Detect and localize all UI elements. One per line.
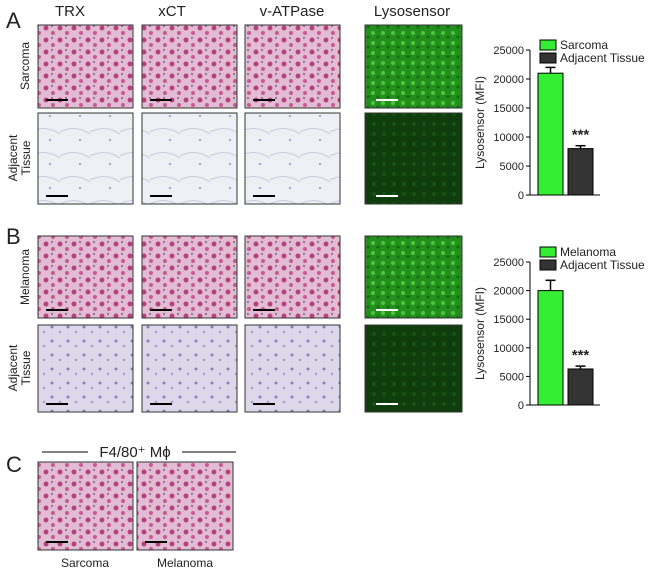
y-tick-label: 0 <box>518 400 524 412</box>
annotation: *** <box>572 127 590 144</box>
row-label: Sarcoma <box>18 42 32 90</box>
panel-label: A <box>6 8 21 33</box>
y-tick-label: 25000 <box>493 45 524 57</box>
annotation: *** <box>572 347 590 364</box>
legend-label: Adjacent Tissue <box>560 51 645 65</box>
panel-label: C <box>6 452 22 477</box>
y-tick-label: 15000 <box>493 314 524 326</box>
micrographs <box>37 24 463 551</box>
row-label: Tissue <box>19 350 33 385</box>
column-header: TRX <box>55 3 85 20</box>
y-tick-label: 5000 <box>500 161 524 173</box>
bar <box>537 290 564 406</box>
panel-label: B <box>6 224 21 249</box>
y-tick-label: 25000 <box>493 257 524 269</box>
legend-label: Melanoma <box>560 245 616 259</box>
legend-swatch <box>539 52 557 64</box>
column-header: v-ATPase <box>260 3 325 20</box>
y-tick-label: 5000 <box>500 371 524 383</box>
legend-swatch <box>539 246 557 258</box>
panel-c-header: F4/80⁺ Mϕ <box>99 444 170 461</box>
y-axis-label: Lysosensor (MFI) <box>473 76 487 169</box>
row-label: Adjacent <box>6 134 20 181</box>
image-label: Melanoma <box>157 556 213 570</box>
scale-bars <box>46 99 398 543</box>
row-label: Tissue <box>19 140 33 175</box>
row-label: Adjacent <box>6 344 20 391</box>
y-axis-label: Lysosensor (MFI) <box>473 287 487 380</box>
y-tick-label: 10000 <box>493 343 524 355</box>
bar <box>537 72 564 196</box>
y-tick-label: 20000 <box>493 74 524 86</box>
row-label: Melanoma <box>18 249 32 305</box>
y-tick-label: 10000 <box>493 132 524 144</box>
legend-swatch <box>539 39 557 51</box>
legend-label: Adjacent Tissue <box>560 258 645 272</box>
legend-swatch <box>539 259 557 271</box>
y-tick-label: 20000 <box>493 286 524 298</box>
image-label: Sarcoma <box>61 556 109 570</box>
y-tick-label: 15000 <box>493 103 524 115</box>
legend-label: Sarcoma <box>560 38 608 52</box>
bar <box>567 148 594 196</box>
bar <box>567 368 594 406</box>
column-header: xCT <box>158 3 186 20</box>
y-tick-label: 0 <box>518 190 524 202</box>
column-header: Lysosensor <box>374 3 450 20</box>
